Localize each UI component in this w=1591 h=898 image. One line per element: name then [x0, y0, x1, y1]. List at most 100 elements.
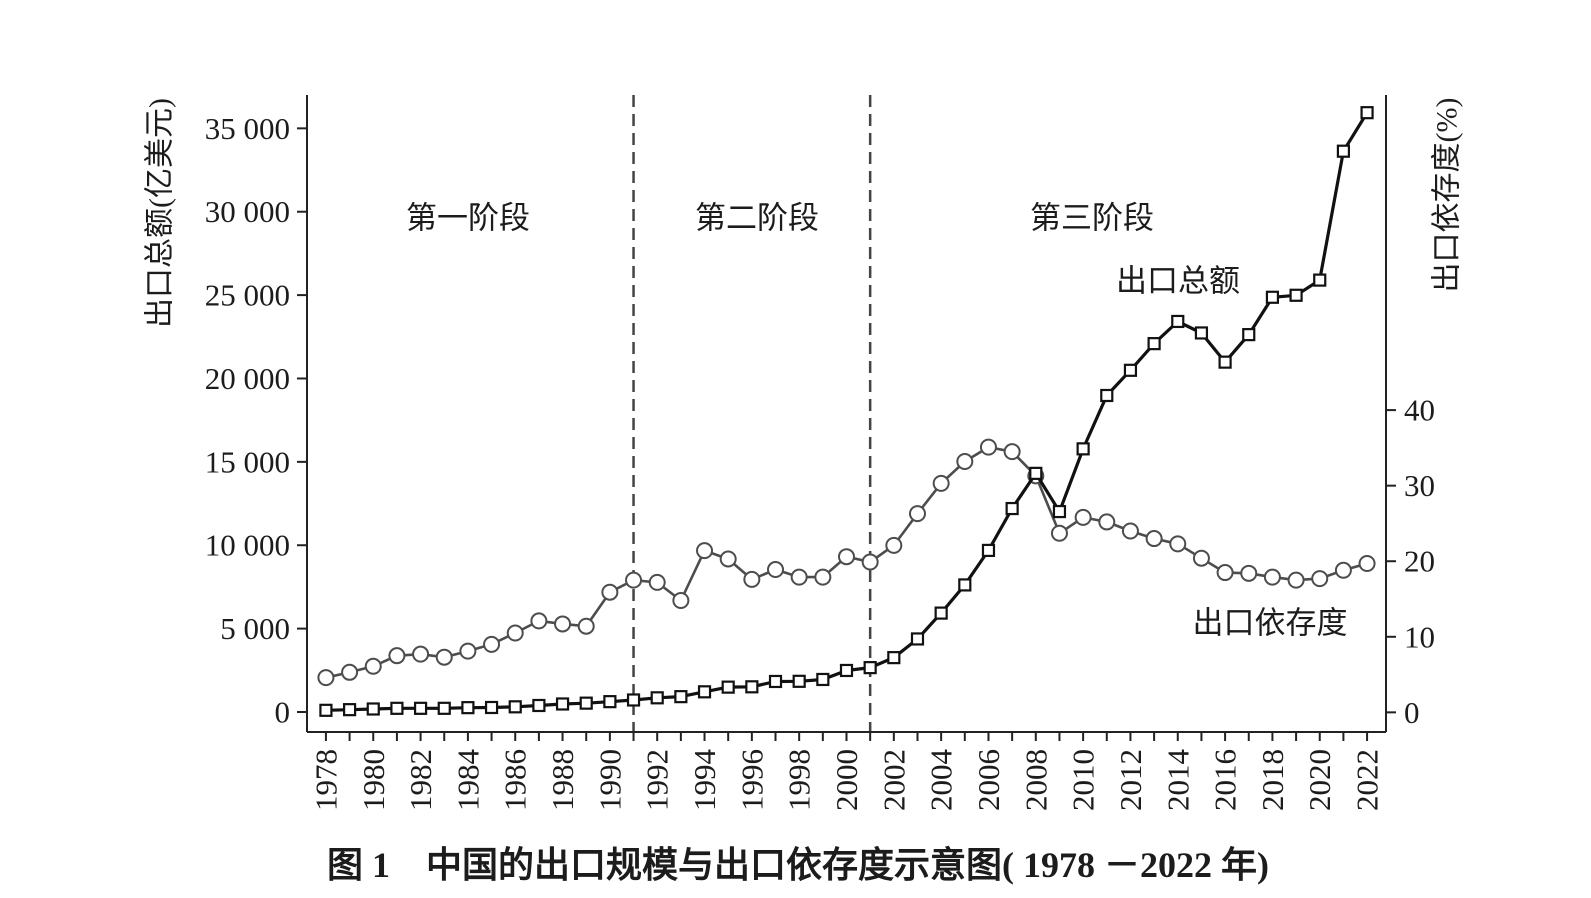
export-total-marker: [366, 702, 380, 716]
export-total-marker: [461, 701, 475, 715]
export-dependency-marker: [1240, 564, 1258, 582]
x-tick-label: 1998: [782, 749, 817, 811]
export-dependency-marker: [530, 612, 548, 630]
y-left-tick-label: 0: [275, 694, 291, 729]
export-dependency-marker: [719, 550, 737, 568]
export-dependency-marker: [1145, 530, 1163, 548]
export-dependency-marker: [814, 568, 832, 586]
x-tick-label: 1992: [640, 749, 675, 811]
x-tick-label: 1980: [356, 749, 391, 811]
figure-caption: 图 1 中国的出口规模与出口依存度示意图( 1978 －2022 年): [327, 845, 1269, 885]
export-total-marker: [1218, 355, 1232, 369]
export-total-marker: [1194, 326, 1209, 340]
y-left-tick-label: 35 000: [205, 111, 290, 146]
x-tick-label: 2006: [971, 749, 1006, 811]
export-total-marker: [532, 698, 546, 713]
export-total-marker: [910, 632, 925, 646]
x-tick-label: 2002: [876, 749, 911, 811]
export-total-marker: [768, 674, 783, 689]
x-tick-label: 1990: [592, 749, 627, 811]
export-total-marker: [839, 663, 854, 678]
export-total-marker: [603, 695, 617, 709]
export-total-marker: [1052, 504, 1067, 519]
series-label-export-total: 出口总额: [1116, 264, 1240, 299]
export-dependency-marker: [341, 663, 359, 681]
export-dependency-marker: [885, 536, 903, 554]
export-total-marker: [958, 578, 972, 592]
export-dependency-marker: [932, 474, 950, 492]
export-dependency-marker: [838, 548, 855, 566]
x-tick-label: 2008: [1018, 749, 1053, 811]
x-tick-label: 1986: [498, 749, 533, 811]
export-total-marker: [745, 680, 759, 694]
x-tick-label: 2016: [1208, 749, 1243, 811]
export-total-marker: [413, 701, 428, 715]
export-dependency-marker: [364, 657, 382, 675]
export-total-marker: [816, 672, 830, 687]
export-total-marker: [1005, 501, 1019, 516]
export-dependency-marker: [908, 505, 926, 523]
export-dependency-marker: [743, 570, 761, 588]
export-total-marker: [1336, 144, 1351, 158]
y-right-tick-label: 20: [1404, 544, 1435, 579]
x-tick-label: 1982: [403, 749, 438, 811]
export-total-marker: [1360, 106, 1374, 120]
y-right-axis-title: 出口依存度(%): [1431, 98, 1464, 293]
export-dependency-marker: [672, 592, 690, 610]
export-dependency-marker: [767, 561, 785, 579]
export-dependency-marker: [317, 669, 335, 687]
export-dependency-marker: [577, 617, 595, 635]
export-total-marker: [697, 685, 712, 699]
export-total-marker: [863, 661, 877, 675]
export-total-marker: [1289, 288, 1303, 302]
x-tick-label: 1994: [687, 749, 722, 812]
export-dependency-marker: [1169, 535, 1187, 553]
y-right-tick-label: 10: [1404, 619, 1435, 654]
export-total-marker: [1147, 337, 1161, 351]
export-total-marker: [437, 701, 451, 715]
export-total-marker: [887, 651, 901, 665]
export-total-marker: [792, 674, 806, 688]
x-tick-label: 2014: [1160, 749, 1195, 812]
export-total-marker: [484, 700, 499, 715]
export-total-marker: [626, 693, 641, 707]
y-left-tick-label: 25 000: [205, 278, 290, 313]
x-tick-label: 1984: [450, 749, 485, 812]
x-tick-label: 2022: [1350, 749, 1385, 811]
export-total-marker: [555, 697, 570, 711]
x-tick-label: 2020: [1302, 749, 1337, 811]
y-left-tick-label: 30 000: [205, 194, 290, 229]
export-total-marker: [1171, 314, 1185, 329]
export-total-marker: [1313, 273, 1327, 287]
y-right-tick-label: 0: [1404, 695, 1420, 730]
x-tick-label: 1978: [308, 749, 343, 811]
export-total-marker: [1100, 388, 1114, 403]
x-tick-label: 2018: [1255, 749, 1290, 811]
y-left-tick-label: 15 000: [205, 444, 290, 479]
y-left-tick-label: 10 000: [205, 528, 290, 563]
x-tick-label: 2004: [924, 749, 959, 812]
export-dependency-marker: [956, 452, 974, 470]
export-dependency-marker: [1311, 570, 1329, 588]
axis-tick-labels: 1978 1980 1982 1984 1986 1988 1990 1992 1994 1996…: [205, 111, 1435, 811]
export-dependency-marker: [554, 615, 572, 633]
export-total-marker: [1242, 328, 1256, 342]
y-left-axis-title: 出口总额(亿美元): [144, 98, 177, 328]
series-group: [317, 106, 1376, 717]
x-tick-label: 1996: [734, 749, 769, 811]
stage-label-2: 第二阶段: [695, 201, 819, 236]
export-dependency-marker: [435, 648, 453, 666]
export-total-marker: [1076, 442, 1090, 456]
export-dependency-marker: [1192, 549, 1210, 567]
export-dependency-marker: [388, 647, 406, 665]
y-left-tick-label: 5 000: [220, 611, 290, 646]
export-dependency-marker: [506, 624, 524, 642]
export-dependency-marker: [1050, 524, 1068, 542]
export-total-marker: [319, 703, 333, 717]
export-total-marker: [981, 543, 996, 558]
x-tick-label: 2012: [1113, 749, 1148, 811]
export-dependency-marker: [979, 438, 997, 456]
export-dependency-marker: [1287, 571, 1305, 589]
stage-divider-group: [632, 95, 872, 732]
